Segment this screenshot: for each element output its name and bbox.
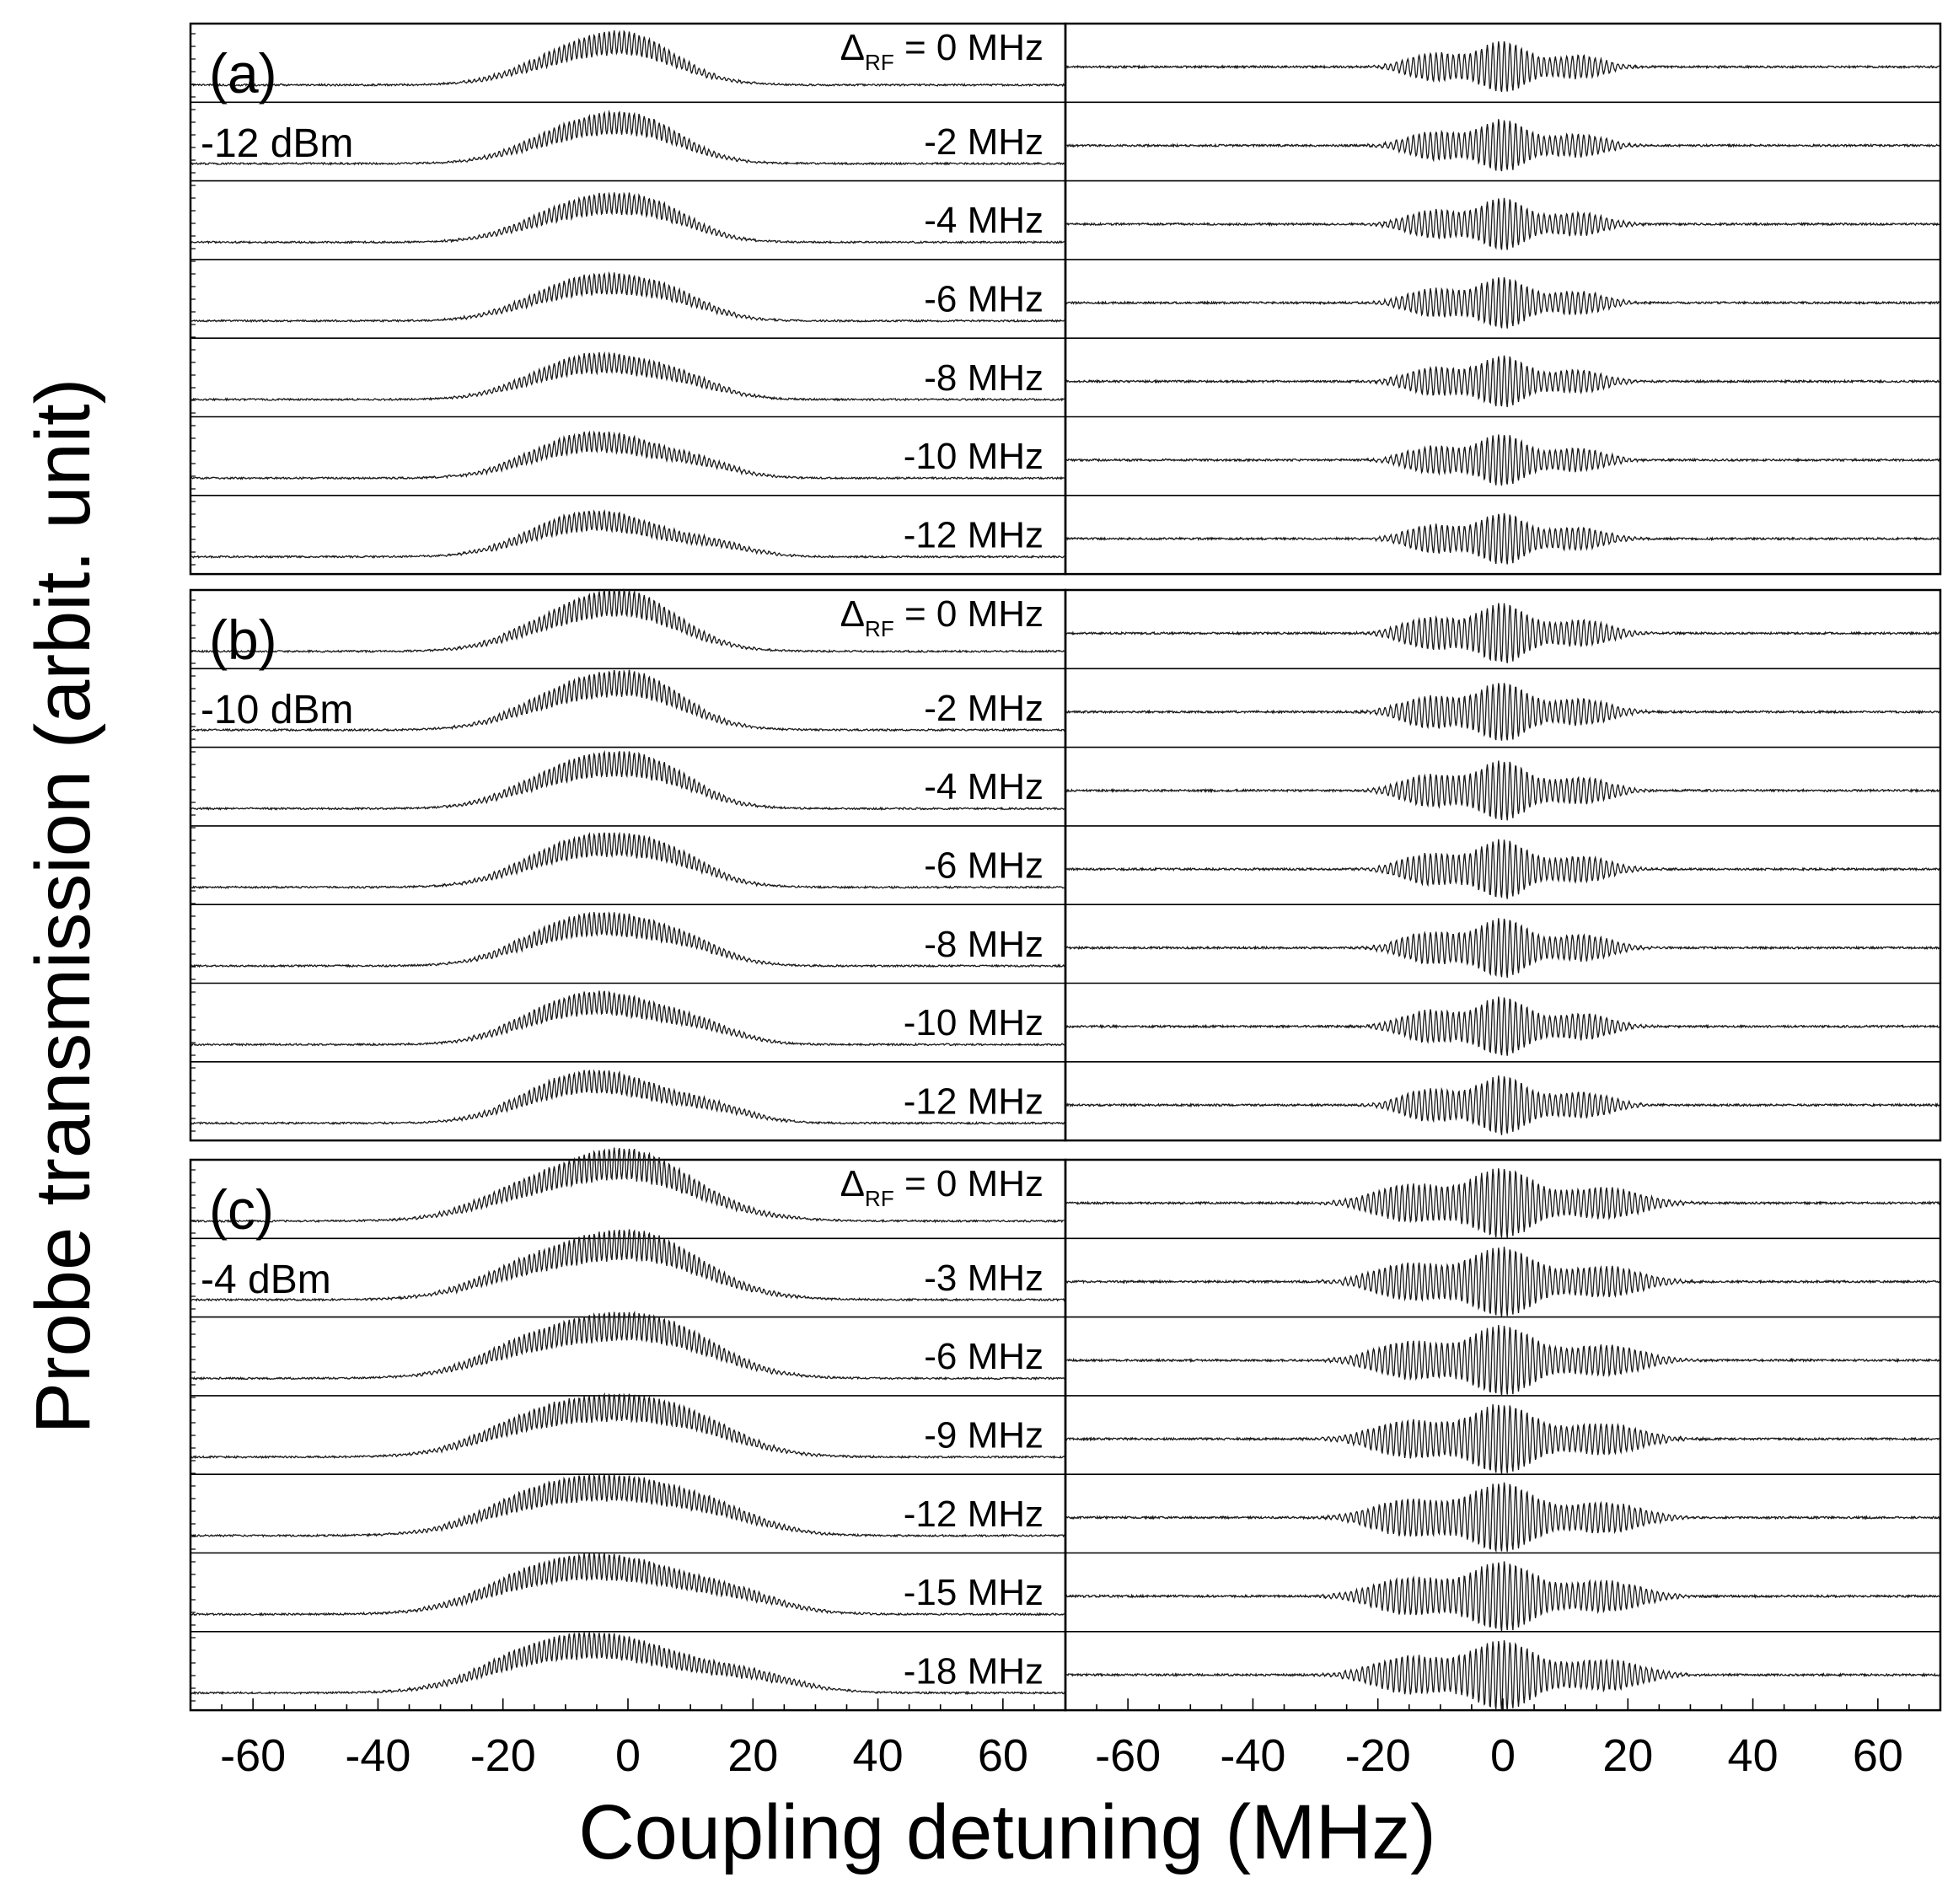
trace-left	[190, 29, 1065, 88]
x-tick-label: 60	[1853, 1730, 1903, 1781]
trace-right	[1065, 1168, 1940, 1238]
trace-left	[190, 508, 1065, 559]
trace-right	[1065, 1247, 1940, 1317]
group-label: (b)	[209, 609, 277, 671]
trace-right	[1065, 1325, 1940, 1396]
row-detuning-label: -3 MHz	[924, 1258, 1044, 1299]
panel-right-frame	[1064, 22, 1942, 576]
trace-left	[190, 191, 1065, 244]
panel-frames	[189, 22, 1942, 1712]
x-tick-label: -20	[1345, 1730, 1411, 1781]
power-label: -10 dBm	[201, 688, 353, 732]
trace-right	[1065, 1561, 1940, 1632]
trace-right	[1065, 276, 1940, 329]
row-detuning-label: -12 MHz	[904, 1494, 1044, 1535]
trace-right	[1065, 603, 1940, 663]
x-tick-label: 0	[615, 1730, 641, 1781]
row-detuning-label: -10 MHz	[904, 1002, 1044, 1043]
row-detuning-label: -6 MHz	[924, 1336, 1044, 1377]
power-label: -12 dBm	[201, 121, 353, 166]
power-label: -4 dBm	[201, 1258, 331, 1302]
trace-right	[1065, 1482, 1940, 1553]
delta-rf-label: ΔRF = 0 MHz	[840, 1163, 1044, 1211]
trace-left	[190, 587, 1065, 654]
group-label: (a)	[209, 42, 277, 105]
trace-left	[190, 351, 1065, 402]
trace-left	[190, 831, 1065, 890]
row-detuning-label: -4 MHz	[924, 766, 1044, 807]
panel-labels: ΔRF = 0 MHz -2 MHz -4 MHz -6 MHz -8 MHz -10 M…	[201, 27, 1903, 1781]
trace-left	[190, 271, 1065, 324]
trace-right	[1065, 40, 1940, 93]
y-axis-label: Probe transmission (arbit. unit)	[20, 378, 106, 1435]
row-detuning-label: -15 MHz	[904, 1572, 1044, 1613]
row-detuning-label: -10 MHz	[904, 436, 1044, 477]
trace-left	[190, 911, 1065, 968]
delta-rf-label: ΔRF = 0 MHz	[840, 593, 1044, 641]
trace-right	[1065, 760, 1940, 821]
x-tick-label: -60	[220, 1730, 286, 1781]
trace-right	[1065, 512, 1940, 565]
row-detuning-label: -4 MHz	[924, 200, 1044, 241]
row-detuning-label: -18 MHz	[904, 1650, 1044, 1692]
trace-right	[1065, 434, 1940, 486]
trace-left	[190, 1553, 1065, 1617]
x-tick-label: 60	[978, 1730, 1028, 1781]
trace-left	[190, 1311, 1065, 1381]
group-label: (c)	[209, 1178, 274, 1241]
row-detuning-label: -12 MHz	[904, 514, 1044, 555]
row-detuning-label: -6 MHz	[924, 278, 1044, 319]
trace-left	[190, 1632, 1065, 1696]
trace-left	[190, 1069, 1065, 1125]
trace-right	[1065, 1404, 1940, 1474]
x-tick-label: -20	[470, 1730, 536, 1781]
trace-right	[1065, 119, 1940, 172]
trace-left	[190, 1147, 1065, 1224]
trace-left	[190, 749, 1065, 812]
trace-right	[1065, 683, 1940, 741]
x-tick-label: 20	[727, 1730, 778, 1781]
trace-right	[1065, 355, 1940, 408]
trace-right	[1065, 1639, 1940, 1711]
row-detuning-label: -2 MHz	[924, 688, 1044, 729]
trace-right	[1065, 918, 1940, 979]
x-tick-label: -40	[1220, 1730, 1285, 1781]
delta-rf-label: ΔRF = 0 MHz	[840, 27, 1044, 75]
series-traces	[190, 29, 1940, 1711]
trace-left	[190, 1229, 1065, 1302]
panel-right-frame	[1064, 588, 1942, 1142]
trace-left	[190, 1473, 1065, 1538]
row-detuning-label: -6 MHz	[924, 845, 1044, 886]
trace-right	[1065, 197, 1940, 250]
trace-right	[1065, 1075, 1940, 1135]
trace-right	[1065, 996, 1940, 1056]
row-detuning-label: -8 MHz	[924, 357, 1044, 399]
x-tick-label: 20	[1602, 1730, 1653, 1781]
x-tick-label: -40	[345, 1730, 410, 1781]
row-detuning-label: -12 MHz	[904, 1081, 1044, 1122]
x-tick-label: 40	[853, 1730, 904, 1781]
trace-left	[190, 669, 1065, 732]
row-detuning-label: -2 MHz	[924, 121, 1044, 163]
axis-ticks	[190, 33, 1941, 1711]
x-tick-label: 40	[1728, 1730, 1779, 1781]
x-tick-label: -60	[1095, 1730, 1161, 1781]
x-axis-label: Coupling detuning (MHz)	[578, 1789, 1436, 1875]
trace-left	[190, 110, 1065, 166]
x-tick-label: 0	[1490, 1730, 1516, 1781]
trace-right	[1065, 839, 1940, 899]
row-detuning-label: -9 MHz	[924, 1414, 1044, 1456]
row-detuning-label: -8 MHz	[924, 924, 1044, 965]
trace-left	[190, 1392, 1065, 1460]
trace-left	[190, 430, 1065, 480]
trace-left	[190, 990, 1065, 1047]
